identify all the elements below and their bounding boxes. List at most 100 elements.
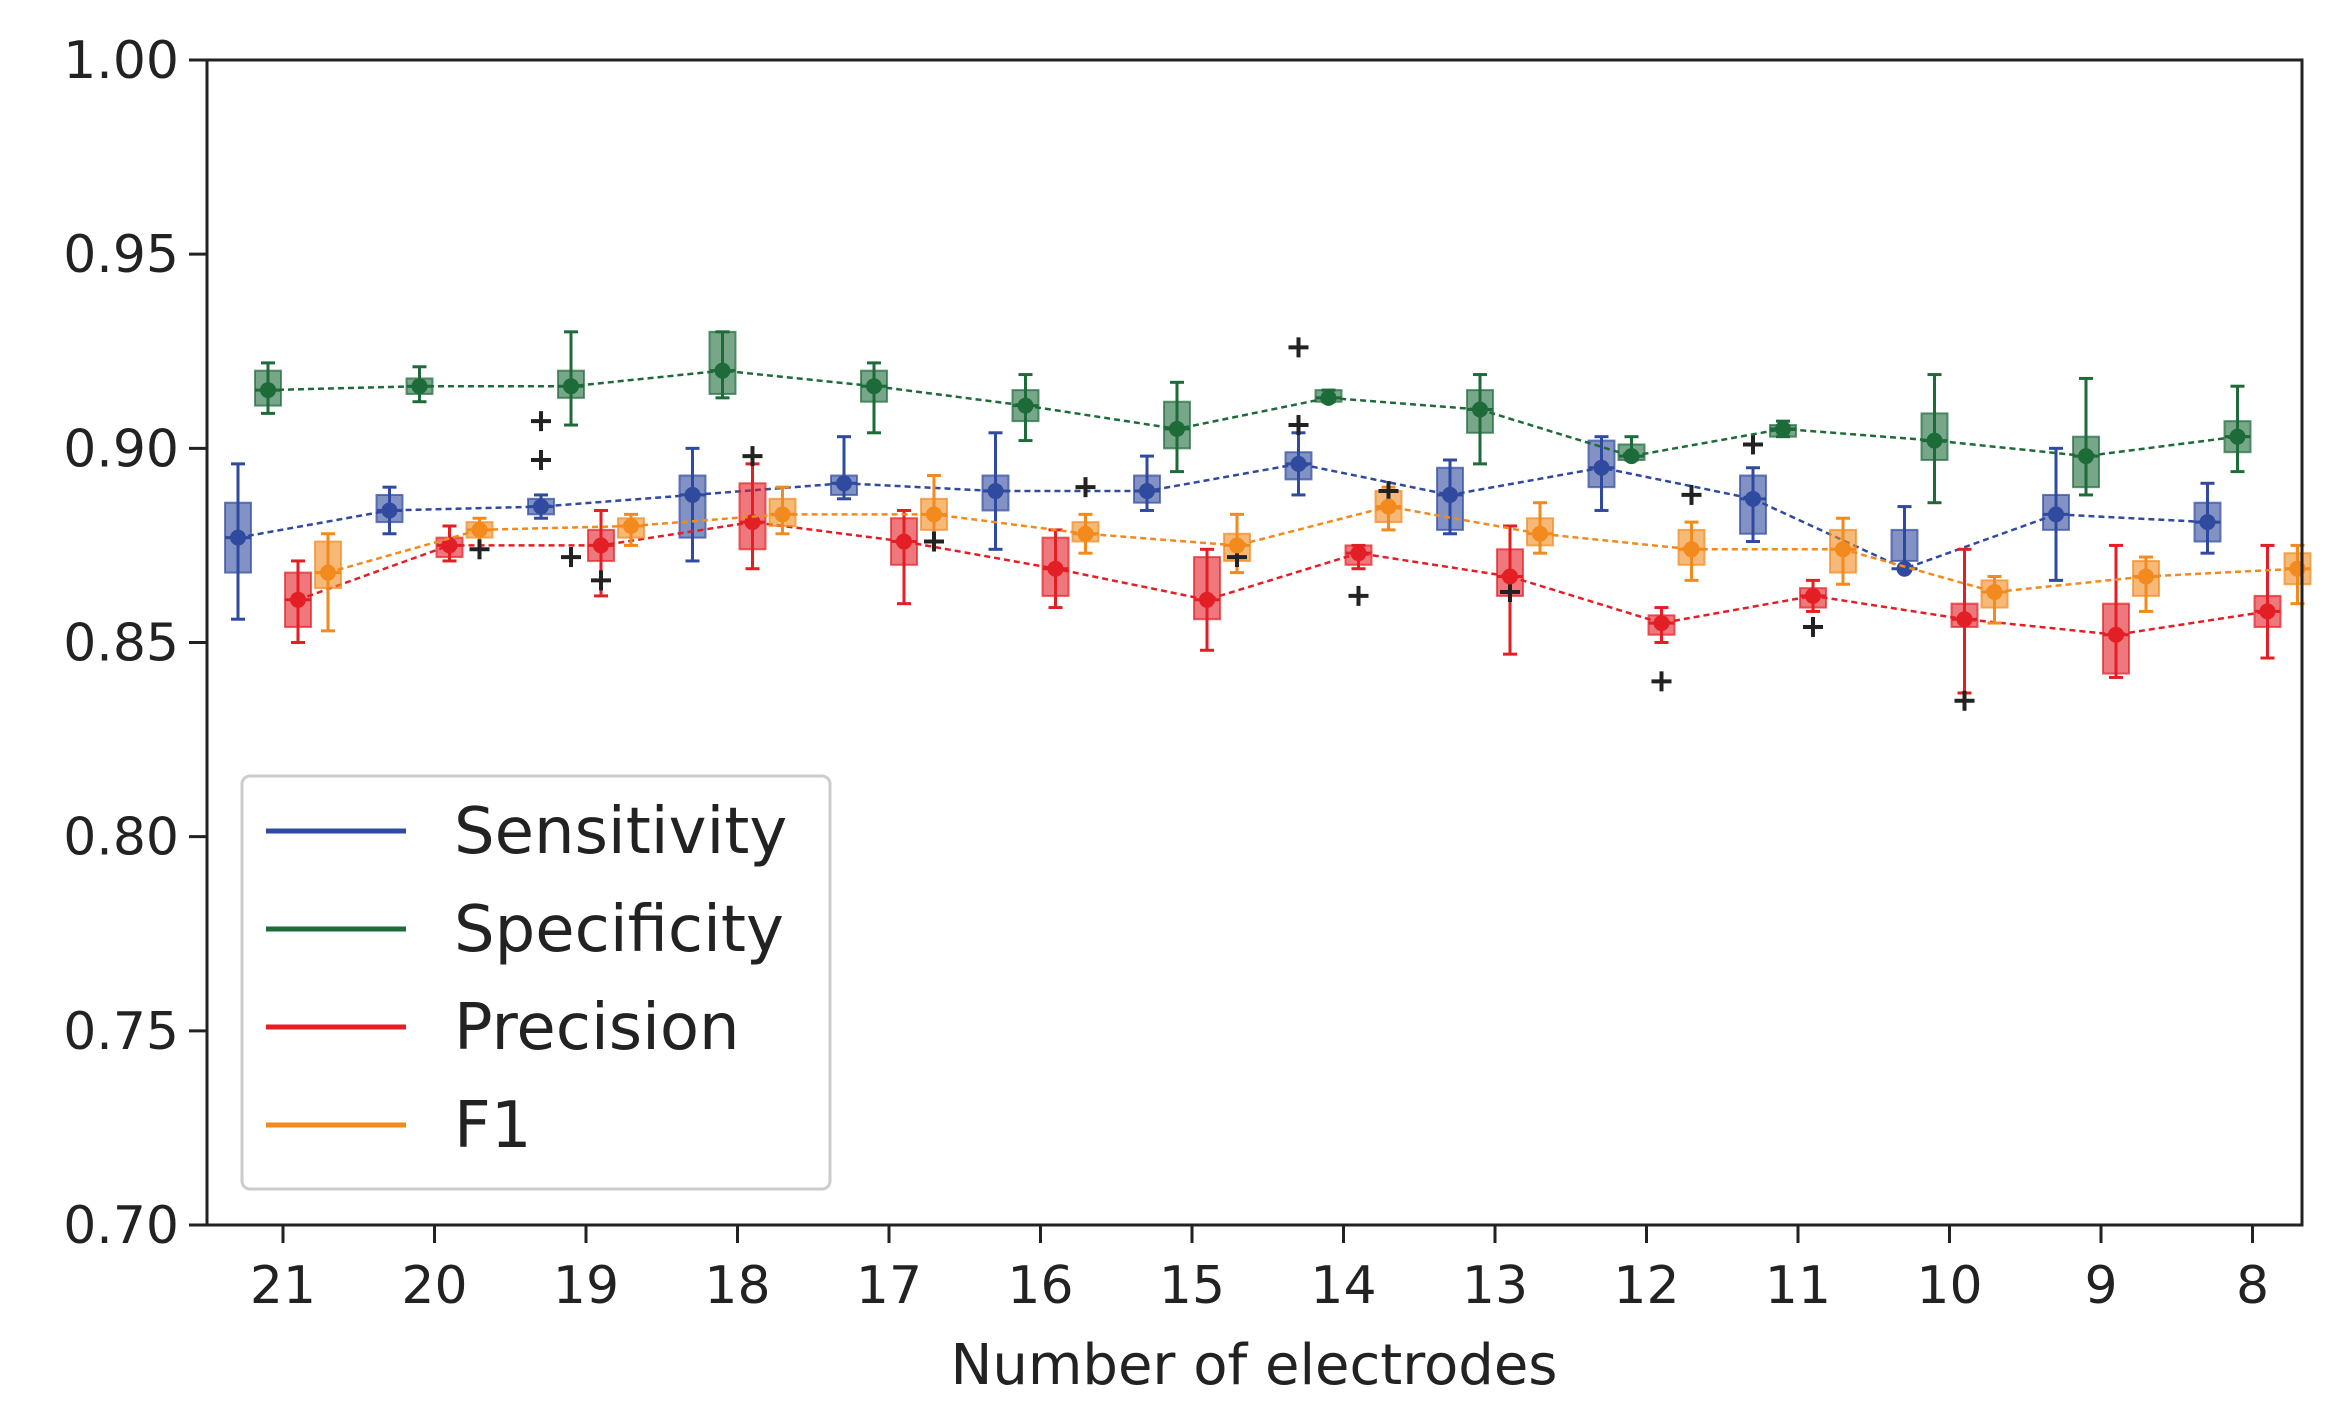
y-tick-label: 0.80 xyxy=(63,808,179,868)
outlier-marker xyxy=(1651,671,1672,692)
x-tick-label: 12 xyxy=(1613,1256,1679,1316)
boxplot-sensitivity xyxy=(1890,505,1919,571)
x-tick-label: 15 xyxy=(1159,1256,1225,1316)
point-specificity xyxy=(1926,432,1943,449)
outlier-marker xyxy=(1500,582,1520,603)
point-specificity xyxy=(1169,420,1185,437)
point-specificity xyxy=(260,382,276,399)
point-precision xyxy=(744,514,761,531)
legend-label-precision: Precision xyxy=(454,991,740,1065)
x-axis-label: Number of electrodes xyxy=(951,1333,1558,1398)
boxplot-sensitivity xyxy=(678,446,707,563)
y-tick-label: 0.75 xyxy=(63,1002,179,1062)
series-line-sensitivity xyxy=(237,462,2208,571)
box-specificity xyxy=(1163,400,1191,450)
legend-label-f1: F1 xyxy=(454,1089,532,1163)
legend-label-specificity: Specificity xyxy=(454,893,784,967)
point-f1 xyxy=(1229,537,1245,554)
point-sensitivity xyxy=(2199,514,2216,531)
point-sensitivity xyxy=(381,502,398,519)
outlier-marker xyxy=(1378,481,1399,502)
point-sensitivity xyxy=(2048,506,2064,523)
x-tick-label: 9 xyxy=(2084,1256,2117,1316)
outlier-marker xyxy=(742,446,763,467)
point-sensitivity xyxy=(1139,483,1155,500)
x-tick-label: 10 xyxy=(1916,1256,1982,1316)
point-sensitivity xyxy=(1593,459,1610,476)
point-sensitivity xyxy=(533,498,549,515)
point-f1 xyxy=(623,518,639,534)
x-tick-label: 17 xyxy=(856,1256,922,1316)
outlier-marker xyxy=(1681,484,1702,505)
outlier-marker xyxy=(531,411,551,432)
x-tick-label: 14 xyxy=(1310,1256,1376,1316)
point-specificity xyxy=(866,378,882,395)
plot-marks xyxy=(224,330,2312,711)
point-f1 xyxy=(320,564,336,581)
point-specificity xyxy=(411,378,428,395)
y-tick-label: 0.70 xyxy=(63,1196,179,1256)
point-specificity xyxy=(2078,448,2094,465)
axis-ticks: 0.70 0.75 0.80 0.85 0.90 0.95 1.00 21 20 19 18 17 16… xyxy=(63,31,2269,1316)
point-precision xyxy=(2259,603,2276,620)
outlier-marker xyxy=(1954,690,1975,711)
legend-frame xyxy=(240,774,832,1191)
point-specificity xyxy=(714,362,731,379)
outlier-marker xyxy=(469,539,490,560)
x-tick-label: 16 xyxy=(1007,1256,1073,1316)
point-f1 xyxy=(1077,525,1094,542)
point-sensitivity xyxy=(1745,490,1761,507)
point-specificity xyxy=(1320,389,1337,406)
outlier-marker xyxy=(1803,616,1823,637)
outlier-marker xyxy=(924,531,944,552)
boxplot-sensitivity xyxy=(1739,434,1767,544)
point-precision xyxy=(896,533,912,550)
point-precision xyxy=(1199,591,1215,608)
y-tick-label: 0.95 xyxy=(63,225,179,285)
outlier-marker xyxy=(1348,585,1369,606)
point-precision xyxy=(441,537,458,554)
y-tick-label: 0.85 xyxy=(63,614,179,674)
point-precision xyxy=(1502,568,1518,585)
point-f1 xyxy=(1380,498,1397,515)
x-tick-label: 11 xyxy=(1765,1256,1831,1316)
point-specificity xyxy=(1623,448,1640,465)
point-precision xyxy=(290,591,306,608)
point-f1 xyxy=(1835,541,1851,558)
x-tick-label: 20 xyxy=(401,1256,467,1316)
y-tick-label: 1.00 xyxy=(63,31,179,91)
outlier-marker xyxy=(531,449,551,470)
boxplot-specificity xyxy=(254,361,282,415)
point-precision xyxy=(1047,560,1064,577)
boxplot-precision xyxy=(1496,524,1524,656)
point-precision xyxy=(1653,615,1670,632)
outlier-marker xyxy=(1075,477,1096,498)
point-specificity xyxy=(1472,401,1488,418)
point-specificity xyxy=(1775,420,1791,437)
point-specificity xyxy=(563,378,579,395)
point-f1 xyxy=(1683,541,1700,558)
point-f1 xyxy=(2138,568,2154,585)
point-f1 xyxy=(1986,584,2003,601)
point-sensitivity xyxy=(1442,486,1458,503)
box-sensitivity xyxy=(1890,528,1919,562)
outlier-marker xyxy=(561,547,581,568)
point-sensitivity xyxy=(836,475,852,492)
legend: Sensitivity Specificity Precision F1 xyxy=(240,774,832,1191)
x-tick-label: 8 xyxy=(2236,1256,2269,1316)
x-tick-label: 19 xyxy=(553,1256,619,1316)
boxplot-precision xyxy=(2253,543,2282,660)
point-sensitivity xyxy=(987,483,1004,500)
series-line-specificity xyxy=(267,369,2238,458)
point-precision xyxy=(593,537,609,554)
legend-label-sensitivity: Sensitivity xyxy=(454,795,787,869)
outlier-marker xyxy=(591,570,611,591)
point-specificity xyxy=(1017,397,1034,414)
point-precision xyxy=(1956,611,1973,628)
point-precision xyxy=(1805,587,1821,604)
series-line-f1 xyxy=(327,505,2298,594)
point-f1 xyxy=(471,521,488,538)
x-tick-label: 18 xyxy=(704,1256,770,1316)
